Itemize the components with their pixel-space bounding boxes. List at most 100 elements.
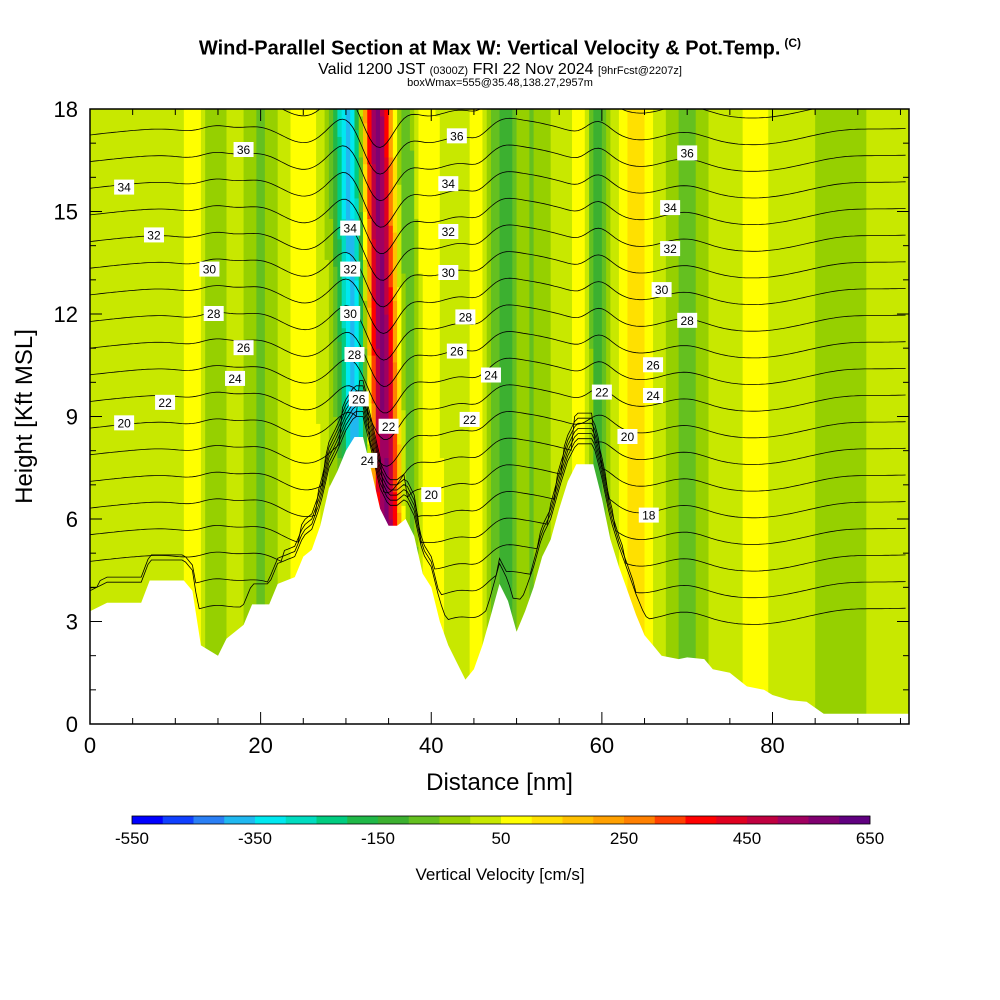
w-cell xyxy=(371,109,377,165)
y-tick-label: 0 xyxy=(66,712,78,737)
contour-label: 18 xyxy=(638,507,659,523)
contour-label-bg xyxy=(438,176,459,192)
theta-contour xyxy=(90,380,906,467)
w-cell xyxy=(363,163,368,213)
theta-contour xyxy=(90,385,906,494)
w-cell xyxy=(107,109,112,724)
contour-label-bg xyxy=(660,200,681,216)
w-cell xyxy=(687,109,693,724)
w-cell xyxy=(333,109,339,151)
colorbar-swatch xyxy=(378,816,410,824)
w-cell xyxy=(350,109,356,219)
colorbar-tick-label: -350 xyxy=(238,829,272,848)
w-cell xyxy=(397,368,402,445)
contour-label-bg xyxy=(203,306,224,321)
y-axis-label: Height [Kft MSL] xyxy=(11,329,38,504)
w-cell xyxy=(866,109,872,724)
contour-label-bg xyxy=(114,179,135,195)
y-tick-label: 12 xyxy=(54,302,78,327)
y-tick-label: 6 xyxy=(66,507,78,532)
w-cell xyxy=(542,109,548,724)
w-cell xyxy=(657,109,663,724)
contour-label-bg xyxy=(340,220,361,236)
w-cell xyxy=(358,259,364,322)
contour-label-text: 30 xyxy=(442,266,456,280)
w-cell xyxy=(384,156,390,226)
w-cell xyxy=(328,109,334,219)
contour-label-text: 24 xyxy=(484,369,498,383)
colorbar-frame xyxy=(131,815,871,825)
contour-label-text: 32 xyxy=(147,228,161,242)
theta-contour xyxy=(90,171,906,228)
w-cell xyxy=(832,109,838,724)
w-cell xyxy=(363,122,368,165)
w-cell xyxy=(354,129,360,199)
contour-label-bg xyxy=(643,388,664,403)
w-cell xyxy=(375,109,381,226)
w-cell xyxy=(508,109,513,724)
w-cell xyxy=(392,361,398,431)
w-cell xyxy=(341,109,347,219)
contour-label: 30 xyxy=(651,282,672,298)
contour-label: 20 xyxy=(617,429,638,444)
contour-label-bg xyxy=(617,429,638,444)
y-tick-label: 15 xyxy=(54,200,78,225)
w-cell xyxy=(704,109,710,724)
w-cell xyxy=(196,109,202,724)
w-cell xyxy=(132,109,138,724)
contour-label-text: 20 xyxy=(117,416,131,430)
w-cell xyxy=(290,109,296,724)
w-cell xyxy=(401,273,407,411)
w-cell xyxy=(840,109,846,724)
w-cell xyxy=(490,109,496,724)
theta-contour xyxy=(281,109,815,148)
w-cell xyxy=(883,109,889,724)
w-cell xyxy=(623,109,629,724)
w-cell xyxy=(439,109,445,459)
w-cell xyxy=(580,109,586,724)
contour-label: 26 xyxy=(233,340,254,356)
w-cell xyxy=(345,109,351,254)
contour-label: 22 xyxy=(459,411,480,427)
w-cell xyxy=(738,109,744,724)
w-cell xyxy=(554,109,560,724)
contour-label-bg xyxy=(591,384,612,400)
w-cell xyxy=(478,109,484,724)
w-cell xyxy=(849,109,855,724)
w-cell xyxy=(354,197,360,281)
w-cell xyxy=(772,109,778,724)
w-cell xyxy=(593,109,599,541)
contour-label: 24 xyxy=(225,370,246,386)
w-cell xyxy=(785,109,791,724)
contour-label-text: 26 xyxy=(646,358,660,372)
w-cell xyxy=(482,109,488,724)
w-cell xyxy=(179,109,185,724)
contour-label: 22 xyxy=(155,394,176,410)
theta-contour xyxy=(90,331,906,387)
w-cell xyxy=(175,109,181,724)
contour-label-text: 28 xyxy=(207,307,221,321)
w-cell xyxy=(729,109,735,724)
w-cell xyxy=(789,109,795,724)
contour-label: 26 xyxy=(446,343,467,359)
contour-label-text: 24 xyxy=(361,454,375,468)
w-cell xyxy=(273,109,279,724)
contour-label-bg xyxy=(348,391,369,407)
colorbar-swatch xyxy=(654,816,686,824)
contour-label-bg xyxy=(199,261,220,277)
w-cell xyxy=(610,109,616,650)
colorbar-swatch xyxy=(224,816,256,824)
theta-contour xyxy=(90,357,906,414)
w-cell xyxy=(823,109,829,724)
w-cell xyxy=(550,109,556,724)
contour-label-bg xyxy=(446,128,467,144)
w-cell xyxy=(397,286,402,370)
w-cell xyxy=(153,109,159,724)
x-tick-label: 20 xyxy=(248,733,272,758)
w-cell xyxy=(388,109,394,158)
w-cell xyxy=(815,109,821,724)
w-cell xyxy=(316,109,321,424)
w-cell xyxy=(358,389,364,472)
w-cell xyxy=(759,109,765,724)
y-tick-label: 3 xyxy=(66,610,78,635)
